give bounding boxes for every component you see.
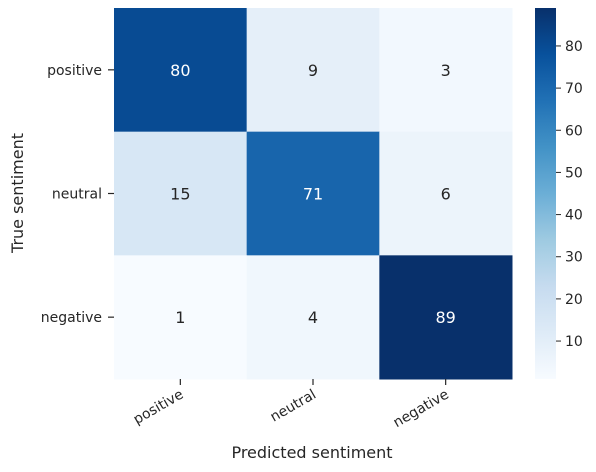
heatmap-cell-value: 1 bbox=[175, 308, 185, 327]
colorbar-tick-label: 80 bbox=[565, 39, 583, 55]
heatmap-cells bbox=[114, 8, 513, 380]
heatmap-cell-value: 3 bbox=[441, 61, 451, 80]
x-tick-label: neutral bbox=[268, 387, 319, 426]
y-tick-label: positive bbox=[47, 63, 102, 79]
heatmap-cell-value: 9 bbox=[308, 61, 318, 80]
colorbar bbox=[535, 8, 556, 379]
x-axis-ticks: positive neutral negative bbox=[131, 379, 452, 431]
heatmap-cell bbox=[114, 8, 248, 133]
heatmap-cell bbox=[246, 8, 380, 133]
heatmap-cell bbox=[246, 255, 380, 380]
heatmap-cell-labels: 80 9 3 15 71 6 1 4 89 bbox=[170, 61, 456, 327]
colorbar-tick-label: 60 bbox=[565, 123, 583, 139]
colorbar-tick-label: 10 bbox=[565, 334, 583, 350]
x-axis-label: Predicted sentiment bbox=[231, 443, 392, 462]
x-tick-label: positive bbox=[131, 387, 187, 428]
heatmap-cell bbox=[114, 255, 248, 380]
heatmap-cell-value: 15 bbox=[170, 185, 190, 204]
heatmap-cell-value: 89 bbox=[435, 308, 455, 327]
y-tick-label: neutral bbox=[52, 187, 102, 203]
heatmap-cell bbox=[379, 8, 513, 133]
heatmap-cell-value: 71 bbox=[303, 185, 323, 204]
heatmap-cell-value: 80 bbox=[170, 61, 190, 80]
heatmap-cell bbox=[114, 131, 248, 256]
colorbar-ticks: 10 20 30 40 50 60 70 80 bbox=[556, 39, 583, 350]
colorbar-tick-label: 20 bbox=[565, 292, 583, 308]
heatmap-cell-value: 4 bbox=[308, 308, 318, 327]
colorbar-tick-label: 30 bbox=[565, 250, 583, 266]
x-tick-label: negative bbox=[391, 387, 452, 431]
y-tick-label: negative bbox=[41, 310, 102, 326]
colorbar-tick-label: 40 bbox=[565, 208, 583, 224]
heatmap-cell-value: 6 bbox=[441, 185, 451, 204]
y-axis-label: True sentiment bbox=[8, 133, 27, 254]
y-axis-ticks: positive neutral negative bbox=[41, 63, 114, 326]
heatmap-cell bbox=[379, 255, 513, 380]
colorbar-tick-label: 70 bbox=[565, 81, 583, 97]
heatmap-cell bbox=[246, 131, 380, 256]
colorbar-tick-label: 50 bbox=[565, 165, 583, 181]
heatmap-cell bbox=[379, 131, 513, 256]
